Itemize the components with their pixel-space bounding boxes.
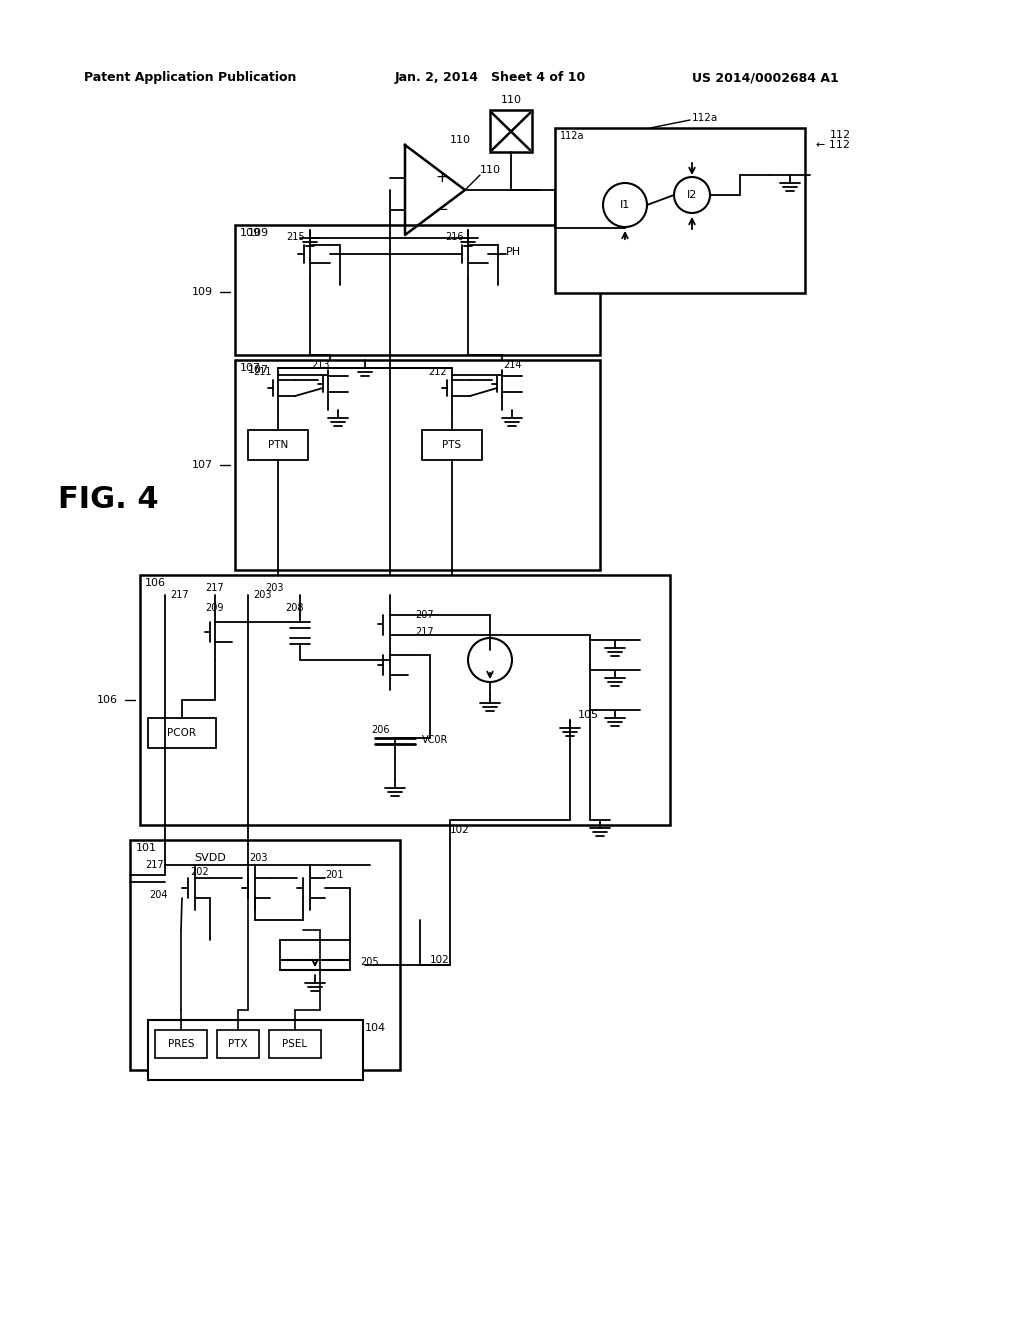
Bar <box>490 110 532 152</box>
Text: 202: 202 <box>190 867 209 876</box>
Text: 109: 109 <box>248 228 269 238</box>
Text: +: + <box>435 170 449 186</box>
Bar <box>248 430 308 459</box>
Text: 104: 104 <box>365 1023 386 1034</box>
Bar <box>217 1030 259 1059</box>
Text: 204: 204 <box>148 890 167 900</box>
Text: ← 112: ← 112 <box>816 140 850 150</box>
Bar <box>148 718 216 748</box>
Bar <box>155 1030 207 1059</box>
Text: −: − <box>435 202 449 218</box>
Text: 203: 203 <box>253 590 271 601</box>
Text: PH: PH <box>506 247 521 257</box>
Bar <box>234 360 600 570</box>
Text: SVDD: SVDD <box>195 853 226 863</box>
Text: 217: 217 <box>170 590 188 601</box>
Text: I1: I1 <box>620 201 630 210</box>
Text: Patent Application Publication: Patent Application Publication <box>84 71 296 84</box>
Text: PSEL: PSEL <box>283 1039 307 1049</box>
Text: FIG. 4: FIG. 4 <box>57 486 159 515</box>
Text: 112: 112 <box>829 129 851 140</box>
Bar <box>148 1020 362 1080</box>
Text: 109: 109 <box>191 286 213 297</box>
Text: 209: 209 <box>206 603 224 612</box>
Text: 208: 208 <box>286 603 304 612</box>
Text: 105: 105 <box>578 710 599 719</box>
Text: 211: 211 <box>253 367 271 378</box>
Text: 217: 217 <box>415 627 433 638</box>
Text: 203: 203 <box>249 853 267 863</box>
Bar <box>269 1030 321 1059</box>
Text: 212: 212 <box>429 367 447 378</box>
Text: 203: 203 <box>266 583 285 593</box>
Text: 217: 217 <box>206 583 224 593</box>
Bar <box>555 128 805 293</box>
Bar <box>234 224 600 355</box>
Text: US 2014/0002684 A1: US 2014/0002684 A1 <box>691 71 839 84</box>
Text: 110: 110 <box>479 165 501 176</box>
Bar <box>130 840 400 1071</box>
Text: 206: 206 <box>371 725 389 735</box>
Text: 213: 213 <box>310 360 330 370</box>
Text: 107: 107 <box>248 366 269 375</box>
Text: I2: I2 <box>687 190 697 201</box>
Text: 102: 102 <box>430 954 450 965</box>
Text: 109: 109 <box>240 228 261 238</box>
Text: 207: 207 <box>415 610 433 620</box>
Text: 214: 214 <box>503 360 521 370</box>
Text: 112a: 112a <box>560 131 585 141</box>
Circle shape <box>603 183 647 227</box>
Text: 215: 215 <box>287 232 305 242</box>
Text: 107: 107 <box>191 459 213 470</box>
Text: 107: 107 <box>240 363 261 374</box>
Text: 216: 216 <box>444 232 463 242</box>
Text: 106: 106 <box>145 578 166 587</box>
Text: 201: 201 <box>325 870 343 880</box>
Bar <box>140 576 670 825</box>
Circle shape <box>468 638 512 682</box>
Text: PCOR: PCOR <box>168 729 197 738</box>
Text: PRES: PRES <box>168 1039 195 1049</box>
Text: 101: 101 <box>136 843 157 853</box>
Circle shape <box>674 177 710 213</box>
Text: Jan. 2, 2014   Sheet 4 of 10: Jan. 2, 2014 Sheet 4 of 10 <box>394 71 586 84</box>
Text: 102: 102 <box>451 825 470 836</box>
Text: 205: 205 <box>360 957 379 968</box>
Text: PTX: PTX <box>228 1039 248 1049</box>
Text: PTS: PTS <box>442 440 462 450</box>
Text: 106: 106 <box>97 696 118 705</box>
Text: VC0R: VC0R <box>422 735 449 744</box>
Text: 112a: 112a <box>692 114 718 123</box>
Text: PTN: PTN <box>268 440 288 450</box>
Text: 110: 110 <box>501 95 521 106</box>
Bar <box>422 430 482 459</box>
Text: 110: 110 <box>450 135 470 145</box>
Text: 217: 217 <box>145 861 164 870</box>
